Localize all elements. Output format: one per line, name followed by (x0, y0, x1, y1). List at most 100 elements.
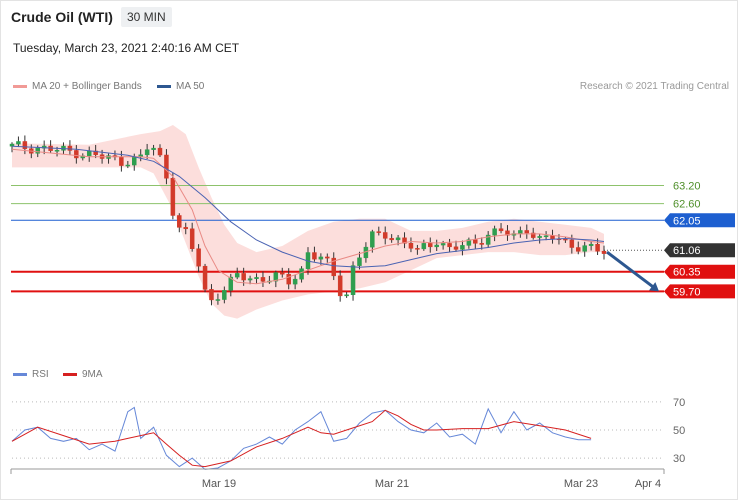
candle[interactable] (569, 239, 575, 248)
candle[interactable] (132, 156, 137, 166)
candle[interactable] (254, 277, 259, 279)
candle[interactable] (415, 248, 420, 250)
candle[interactable] (550, 235, 555, 240)
candle[interactable] (292, 278, 298, 285)
candle[interactable] (144, 149, 150, 156)
candle[interactable] (222, 290, 227, 300)
candle[interactable] (228, 276, 234, 291)
legend-ma50[interactable]: MA 50 (157, 81, 204, 92)
candle[interactable] (588, 243, 594, 246)
candle[interactable] (151, 147, 156, 150)
level-tag-59.70 (664, 284, 735, 299)
candle[interactable] (286, 273, 291, 285)
bollinger-band (12, 125, 604, 319)
legend-9ma[interactable]: 9MA (63, 369, 103, 380)
candle[interactable] (447, 243, 452, 248)
candle[interactable] (337, 275, 343, 297)
candle[interactable] (312, 252, 317, 260)
candle[interactable] (74, 150, 79, 159)
level-tag-61.06 (664, 243, 735, 258)
level-tag-62.05 (664, 213, 735, 228)
candle[interactable] (234, 273, 240, 278)
candle[interactable] (170, 177, 176, 216)
candle[interactable] (318, 256, 324, 260)
candle[interactable] (563, 238, 568, 241)
candle[interactable] (576, 247, 581, 252)
candle[interactable] (241, 273, 246, 281)
candle[interactable] (357, 257, 362, 266)
candle[interactable] (260, 277, 266, 282)
candle[interactable] (460, 245, 465, 250)
candle[interactable] (543, 235, 549, 238)
candle[interactable] (177, 215, 182, 228)
legend-ma50-swatch (157, 85, 171, 88)
candle[interactable] (22, 141, 28, 149)
candle[interactable] (280, 272, 285, 275)
candle[interactable] (537, 236, 542, 238)
candle[interactable] (479, 243, 484, 245)
candle[interactable] (247, 278, 253, 281)
candle[interactable] (196, 248, 201, 267)
candle[interactable] (189, 228, 195, 249)
candle[interactable] (157, 147, 163, 156)
candle[interactable] (209, 289, 214, 301)
candle[interactable] (35, 147, 40, 154)
candle[interactable] (434, 244, 439, 248)
candle[interactable] (389, 238, 394, 241)
candle[interactable] (595, 243, 600, 252)
candle[interactable] (54, 150, 60, 152)
candle[interactable] (402, 237, 407, 244)
candle[interactable] (183, 227, 188, 230)
candle[interactable] (299, 268, 304, 280)
candle[interactable] (408, 243, 414, 249)
candle[interactable] (350, 265, 356, 296)
candle[interactable] (215, 299, 221, 301)
candle[interactable] (582, 245, 587, 252)
timeframe-badge[interactable]: 30 MIN (121, 7, 172, 27)
ma50-line (11, 145, 605, 268)
candle[interactable] (492, 228, 497, 236)
candle[interactable] (86, 150, 92, 157)
candle[interactable] (382, 232, 388, 239)
candle[interactable] (67, 145, 73, 151)
candle[interactable] (505, 230, 510, 236)
candle[interactable] (164, 154, 169, 179)
candle[interactable] (325, 256, 330, 259)
candle[interactable] (473, 239, 478, 244)
candle[interactable] (370, 231, 375, 248)
candle[interactable] (421, 243, 427, 250)
x-tick-label: Mar 23 (564, 478, 598, 490)
candle[interactable] (466, 239, 472, 246)
candle[interactable] (530, 232, 536, 238)
candle[interactable] (518, 230, 523, 234)
candle[interactable] (16, 141, 21, 145)
level-label-61.06: 61.06 (673, 245, 701, 257)
x-tick-label: Apr 4 (635, 478, 661, 490)
candle[interactable] (344, 294, 349, 297)
candle[interactable] (485, 234, 491, 245)
rsi-tick-label: 50 (673, 425, 685, 437)
copyright-text: Research © 2021 Trading Central (579, 81, 729, 92)
candle[interactable] (601, 250, 607, 254)
rsi-line (11, 406, 592, 470)
rsi-tick-label: 70 (673, 397, 685, 409)
candle[interactable] (395, 237, 401, 241)
candle[interactable] (453, 246, 459, 250)
candle[interactable] (9, 143, 15, 147)
legend-ma20[interactable]: MA 20 + Bollinger Bands (13, 81, 142, 92)
level-label-59.70: 59.70 (673, 286, 701, 298)
candle[interactable] (273, 272, 279, 282)
candle[interactable] (428, 243, 433, 248)
candle[interactable] (524, 230, 530, 234)
candle[interactable] (440, 243, 446, 246)
candle[interactable] (202, 265, 208, 290)
candle[interactable] (125, 164, 131, 167)
legend-9ma-label: 9MA (82, 369, 103, 380)
legend-rsi[interactable]: RSI (13, 369, 49, 380)
candle[interactable] (119, 156, 124, 166)
rsi-tick-label: 30 (673, 453, 685, 465)
candle[interactable] (376, 231, 382, 233)
candle[interactable] (498, 228, 504, 232)
candle[interactable] (331, 257, 336, 277)
